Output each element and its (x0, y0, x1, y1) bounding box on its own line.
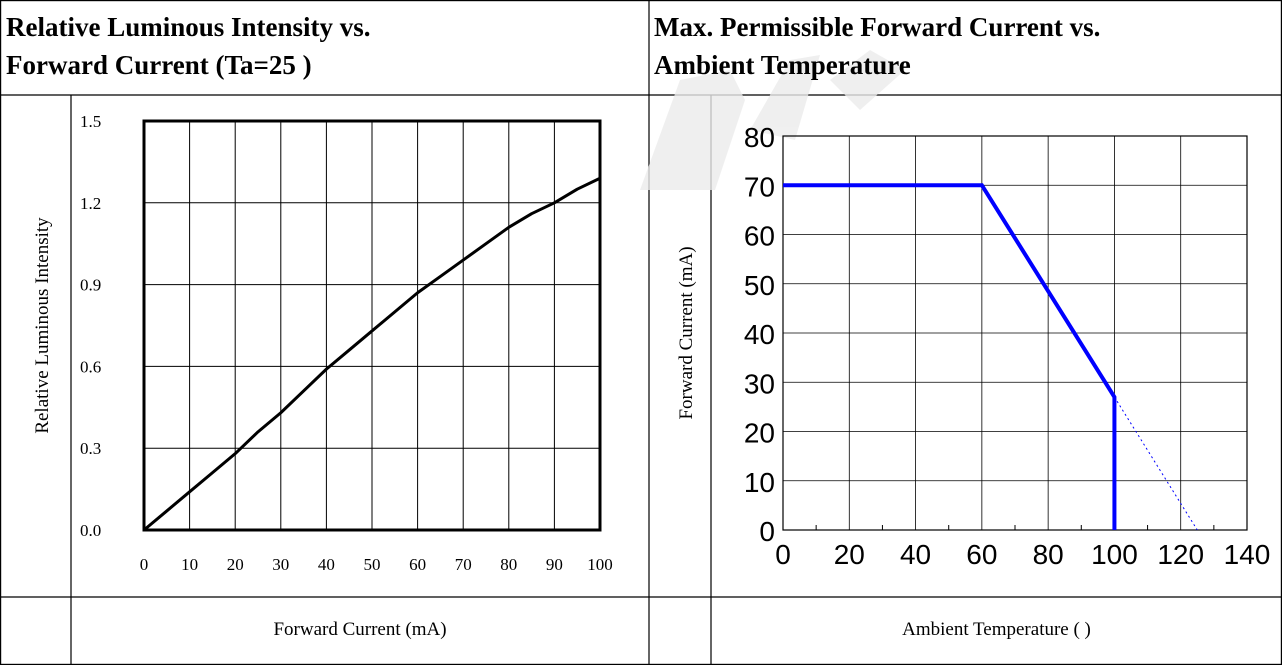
x-tick-label: 70 (455, 555, 472, 574)
left-title-line1: Relative Luminous Intensity vs. (6, 12, 371, 42)
y-tick-label: 20 (744, 418, 775, 449)
x-tick-label: 40 (900, 539, 931, 570)
watermark-logo (640, 50, 905, 190)
right-title-line2: Ambient Temperature (654, 50, 911, 80)
x-tick-label: 0 (775, 539, 791, 570)
x-tick-label: 0 (140, 555, 149, 574)
x-tick-label: 120 (1157, 539, 1204, 570)
x-tick-label: 40 (318, 555, 335, 574)
y-tick-label: 0.3 (80, 439, 101, 458)
left-chart-title: Relative Luminous Intensity vs. Forward … (6, 8, 371, 84)
plot-border (782, 135, 1248, 531)
x-tick-label: 140 (1224, 539, 1271, 570)
right-chart-title: Max. Permissible Forward Current vs. Amb… (654, 8, 1100, 84)
x-tick-label: 20 (834, 539, 865, 570)
y-axis-label: Forward Current (mA) (676, 246, 697, 419)
y-tick-label: 50 (744, 270, 775, 301)
x-tick-label: 60 (966, 539, 997, 570)
y-tick-label: 0.0 (80, 521, 101, 540)
x-tick-label: 50 (364, 555, 381, 574)
y-tick-label: 60 (744, 221, 775, 252)
y-tick-label: 10 (744, 467, 775, 498)
y-axis-label: Relative Luminous Intensity (32, 217, 53, 434)
x-tick-label: 10 (181, 555, 198, 574)
y-tick-label: 30 (744, 368, 775, 399)
plot-border (142, 119, 602, 532)
y-tick-label: 0.9 (80, 276, 101, 295)
left-footer-xlabel: Forward Current (mA) (273, 619, 447, 640)
y-tick-label: 0 (759, 516, 775, 547)
x-tick-label: 100 (587, 555, 613, 574)
forward-current-derating-chart: 0 20 40 60 80 100 120 140 0 10 20 30 40 50 60 70 80 Forwa… (676, 122, 1271, 570)
right-footer-xlabel: Ambient Temperature ( ) (902, 619, 1091, 640)
x-tick-label: 20 (227, 555, 244, 574)
y-tick-label: 80 (744, 122, 775, 153)
y-tick-label: 1.2 (80, 194, 101, 213)
derating-line (783, 183, 1117, 530)
series-line (143, 176, 601, 532)
x-tick-label: 100 (1091, 539, 1138, 570)
x-tick-label: 90 (546, 555, 563, 574)
x-tick-label: 60 (409, 555, 426, 574)
x-tick-label: 80 (500, 555, 517, 574)
left-title-line2: Forward Current (Ta=25 ) (6, 50, 312, 80)
x-tick-label: 80 (1033, 539, 1064, 570)
y-tick-label: 0.6 (80, 357, 101, 376)
y-tick-label: 70 (744, 171, 775, 202)
x-tick-label: 30 (272, 555, 289, 574)
y-tick-label: 40 (744, 319, 775, 350)
extrapolation-line (1114, 396, 1198, 531)
luminous-intensity-chart: 0 10 20 30 40 50 60 70 80 90 100 0.0 0.3 0.6 0.9 1.2 1.5… (32, 112, 613, 574)
y-tick-label: 1.5 (80, 112, 101, 131)
right-title-line1: Max. Permissible Forward Current vs. (654, 12, 1101, 42)
